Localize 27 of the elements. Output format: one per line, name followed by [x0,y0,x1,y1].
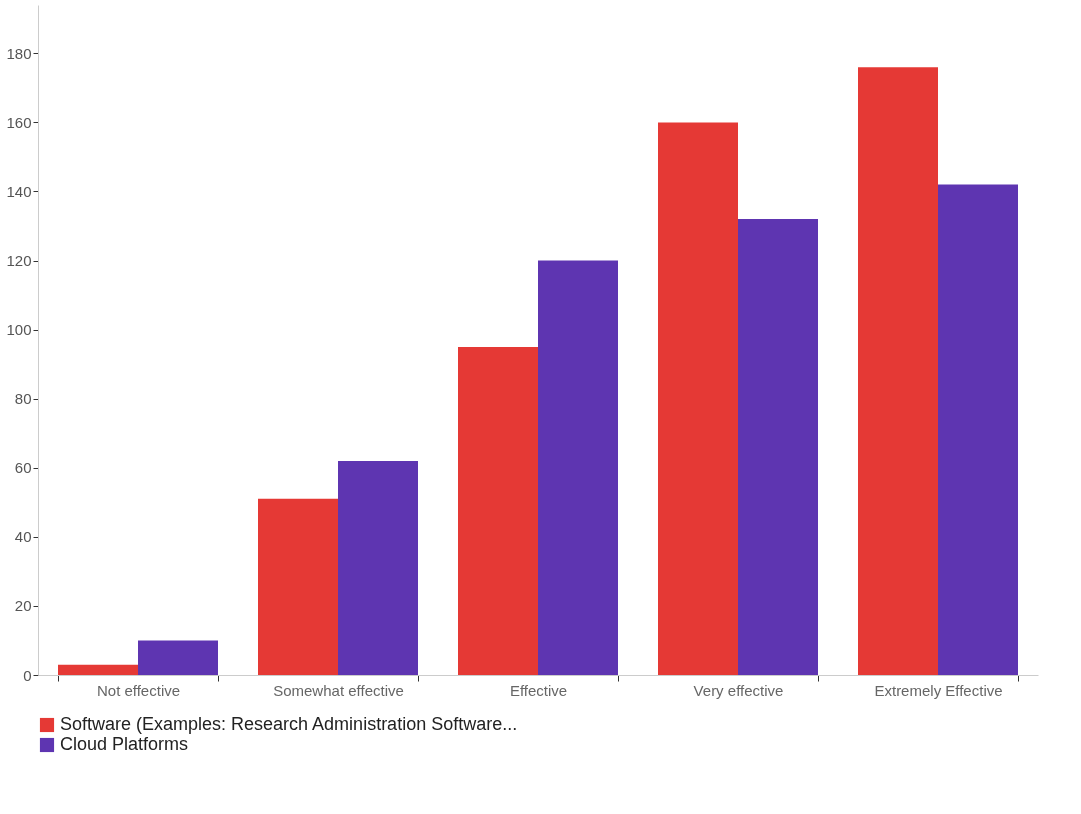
bar [138,640,218,675]
bar [658,122,738,675]
y-tick-label: 40 [14,528,32,546]
legend-label: Software (Examples: Research Administration Software... [60,714,518,734]
bar [338,460,418,675]
x-tick-label: Effective [509,681,568,699]
bar [258,498,338,675]
bar [538,260,618,675]
legend-label: Cloud Platforms [60,734,189,754]
y-tick-label: 80 [14,390,32,408]
bar [938,184,1018,675]
bar [58,664,138,675]
bar [458,346,538,675]
y-tick-label: 60 [14,459,32,477]
bar [858,67,938,675]
y-tick-label: 100 [6,321,32,339]
x-tick-label: Not effective [96,681,181,699]
y-tick-label: 120 [6,252,32,270]
y-tick-label: 160 [6,113,32,131]
y-tick-label: 140 [6,182,32,200]
y-tick-label: 180 [6,44,32,62]
y-tick-label: 0 [23,666,32,684]
x-tick-label: Very effective [693,681,784,699]
y-tick-label: 20 [14,597,32,615]
x-tick-label: Extremely Effective [874,681,1003,699]
x-tick-label: Somewhat effective [273,681,404,699]
bar [738,219,818,675]
